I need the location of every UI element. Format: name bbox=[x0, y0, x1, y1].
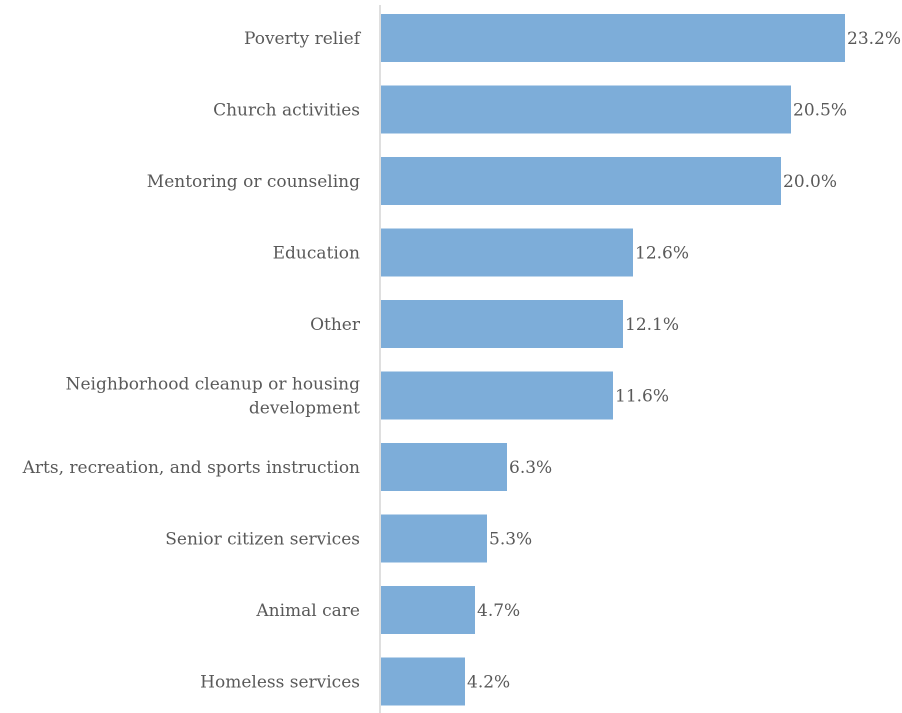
value-label-7: 5.3% bbox=[489, 530, 532, 550]
value-labels-group: 23.2% 20.5% 20.0% 12.6% 12.1% 11.6% 6.3% 5.3% 4.… bbox=[467, 29, 901, 693]
bar-7 bbox=[381, 514, 487, 563]
value-label-1: 20.5% bbox=[793, 101, 847, 121]
value-label-2: 20.0% bbox=[783, 172, 837, 192]
category-label-5: Neighborhood cleanup or housing developme… bbox=[66, 375, 361, 419]
category-label-line-7-0: Senior citizen services bbox=[165, 530, 360, 550]
category-label-9: Homeless services bbox=[200, 673, 360, 693]
category-label-line-6-0: Arts, recreation, and sports instruction bbox=[22, 458, 360, 478]
category-label-line-1-0: Church activities bbox=[213, 101, 360, 121]
value-label-6: 6.3% bbox=[509, 458, 552, 478]
category-label-0: Poverty relief bbox=[244, 29, 362, 49]
category-label-2: Mentoring or counseling bbox=[147, 172, 360, 192]
bar-3 bbox=[381, 228, 633, 277]
value-label-8: 4.7% bbox=[477, 601, 520, 621]
category-label-line-9-0: Homeless services bbox=[200, 673, 360, 693]
bar-8 bbox=[381, 586, 475, 634]
category-label-line-3-0: Education bbox=[273, 244, 360, 264]
bar-9 bbox=[381, 657, 465, 706]
bar-6 bbox=[381, 443, 507, 491]
category-label-8: Animal care bbox=[255, 601, 360, 621]
category-label-line-5-1: development bbox=[249, 399, 360, 419]
bar-1 bbox=[381, 85, 791, 134]
bars-group bbox=[381, 14, 845, 706]
category-label-4: Other bbox=[310, 315, 361, 335]
bar-0 bbox=[381, 14, 845, 62]
bar-5 bbox=[381, 371, 613, 420]
value-label-5: 11.6% bbox=[615, 387, 669, 407]
category-label-line-4-0: Other bbox=[310, 315, 361, 335]
category-label-line-8-0: Animal care bbox=[255, 601, 360, 621]
category-label-line-5-0: Neighborhood cleanup or housing bbox=[66, 375, 360, 395]
category-label-line-0-0: Poverty relief bbox=[244, 29, 362, 49]
category-label-7: Senior citizen services bbox=[165, 530, 360, 550]
value-label-3: 12.6% bbox=[635, 244, 689, 264]
value-label-9: 4.2% bbox=[467, 673, 510, 693]
category-label-line-2-0: Mentoring or counseling bbox=[147, 172, 360, 192]
category-label-1: Church activities bbox=[213, 101, 360, 121]
category-label-6: Arts, recreation, and sports instruction bbox=[22, 458, 360, 478]
value-label-4: 12.1% bbox=[625, 315, 679, 335]
category-label-3: Education bbox=[273, 244, 360, 264]
bar-4 bbox=[381, 300, 623, 348]
value-label-0: 23.2% bbox=[847, 29, 901, 49]
bar-2 bbox=[381, 157, 781, 205]
category-labels-group: Poverty relief Church activities Mentoring… bbox=[22, 29, 362, 693]
